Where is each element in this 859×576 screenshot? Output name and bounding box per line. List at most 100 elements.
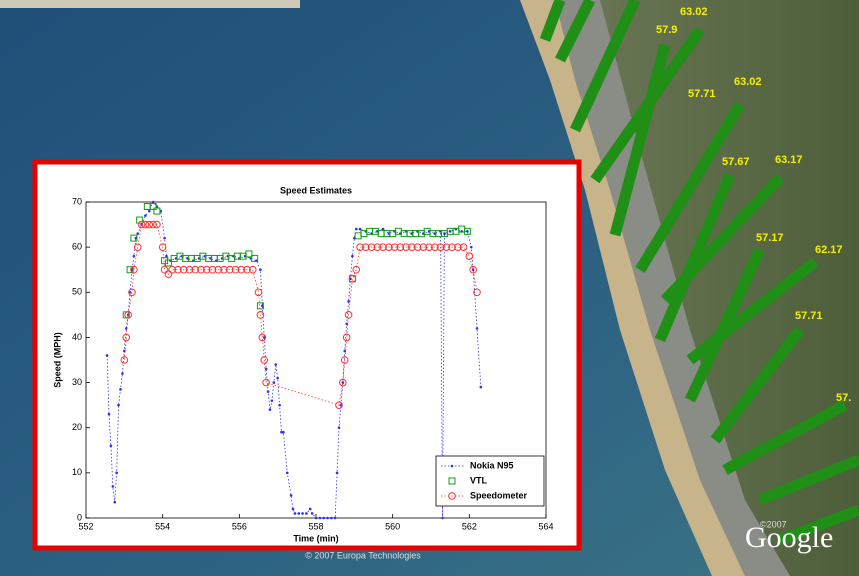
point (197, 265, 205, 274)
point (425, 243, 433, 251)
map-strip (0, 0, 300, 8)
x-tick-label: 558 (308, 521, 323, 531)
legend-marker (450, 464, 454, 468)
point (341, 381, 345, 384)
point (318, 516, 322, 520)
bar-3d (722, 400, 848, 475)
legend-marker (448, 492, 456, 500)
point (147, 209, 151, 213)
point (354, 227, 358, 231)
point (301, 512, 304, 515)
point (132, 254, 136, 258)
point (266, 390, 270, 393)
point (168, 265, 177, 274)
point (351, 254, 354, 258)
point (381, 227, 385, 231)
point (419, 243, 428, 251)
point (158, 243, 167, 251)
point (130, 265, 138, 274)
point (214, 265, 223, 274)
point (335, 471, 339, 475)
point (337, 426, 341, 430)
y-axis-label: Speed (MPH) (52, 332, 62, 388)
point (109, 444, 113, 448)
point (254, 288, 263, 297)
point (248, 265, 257, 274)
bar-3d (757, 454, 859, 506)
point (105, 354, 109, 357)
chart: Speed Estimates Time (min) Speed (MPH) 552 5… (52, 185, 553, 543)
point (276, 376, 279, 380)
point (259, 268, 262, 272)
y-tick-label: 0 (77, 512, 82, 522)
point (278, 403, 281, 407)
x-tick-label: 554 (155, 521, 170, 531)
point (285, 471, 289, 475)
point (149, 203, 157, 211)
point (373, 243, 382, 251)
point (413, 243, 422, 251)
bar-label: 63.02 (680, 6, 708, 18)
point (330, 516, 333, 520)
legend-label: VTL (470, 475, 488, 485)
point (333, 516, 337, 520)
bar-3d (654, 172, 736, 343)
point (128, 288, 136, 297)
chart-title: Speed Estimates (280, 185, 352, 195)
point (126, 266, 134, 274)
point (335, 401, 343, 409)
point (385, 243, 393, 251)
point (117, 403, 120, 407)
bar-label: 57. (836, 392, 851, 404)
point (251, 254, 259, 262)
point (151, 200, 155, 204)
point (305, 512, 308, 515)
point (128, 290, 132, 294)
point (280, 430, 283, 434)
point (448, 243, 456, 251)
point (264, 367, 268, 371)
point (291, 507, 295, 511)
point (124, 311, 132, 319)
credit: © 2007 Europa Technologies (305, 550, 421, 560)
point (115, 471, 118, 475)
x-tick-label: 562 (462, 521, 477, 531)
point (133, 243, 142, 251)
point (237, 265, 246, 274)
point (339, 403, 343, 407)
point (153, 207, 161, 215)
point (367, 243, 376, 251)
bar-3d (570, 0, 640, 133)
logo: Google (745, 521, 833, 554)
copyright: ©2007 (760, 519, 787, 529)
point (153, 220, 161, 229)
bar-3d (710, 326, 805, 444)
beach (520, 0, 745, 576)
y-tick-label: 70 (72, 196, 82, 206)
point (339, 378, 347, 387)
point (149, 220, 157, 229)
point (345, 322, 348, 326)
point (268, 408, 272, 411)
point (356, 243, 364, 251)
x-tick-label: 552 (78, 521, 93, 531)
point (348, 274, 357, 283)
point (262, 336, 266, 339)
point (379, 243, 387, 251)
point (260, 356, 269, 364)
point (362, 243, 370, 251)
point (310, 512, 314, 515)
point (136, 232, 140, 235)
point (469, 265, 477, 274)
point (479, 385, 483, 389)
point (463, 227, 471, 235)
point (390, 243, 399, 251)
point (163, 236, 166, 240)
point (469, 245, 473, 249)
bar-label: 63.17 (775, 154, 803, 166)
point (137, 220, 146, 229)
y-tick-label: 40 (72, 332, 82, 342)
point (347, 300, 350, 303)
